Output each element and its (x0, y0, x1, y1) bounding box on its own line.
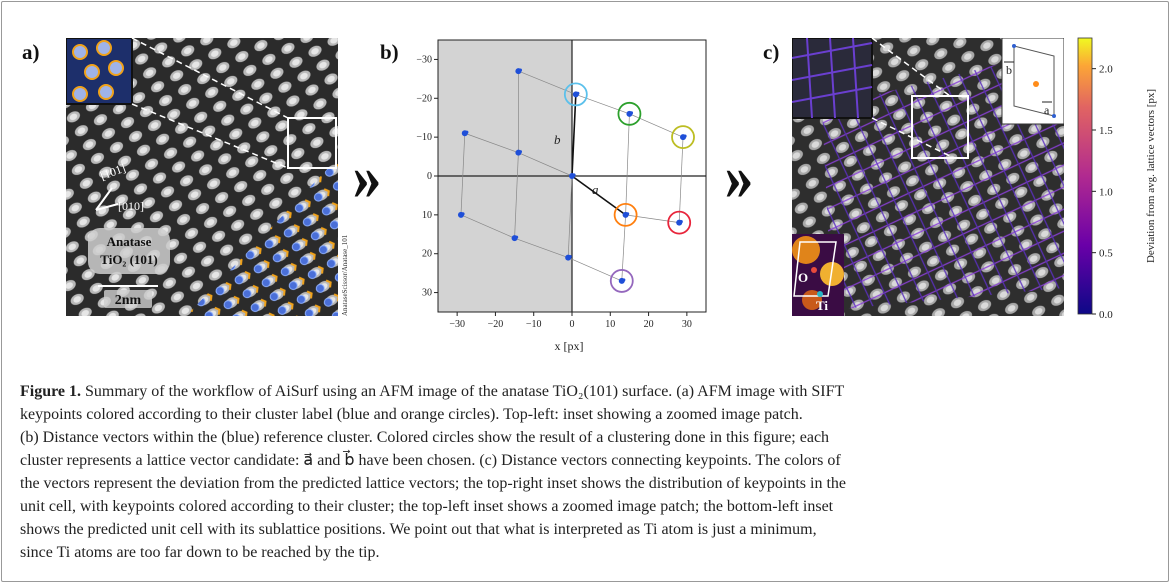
dir-label-010: [010] (118, 199, 144, 213)
data-point (576, 91, 580, 95)
x-tick-label: −20 (488, 319, 504, 330)
panel-a-afm-image: [101] [010] Anatase TiO₂ (101) 2nm (66, 38, 338, 316)
arrow-a-to-b: » (352, 138, 382, 214)
zoom-region-box (287, 117, 337, 169)
caption-line-6: unit cell, with keypoints colored accord… (20, 498, 834, 515)
data-point (514, 235, 519, 239)
lattice-link (629, 113, 684, 138)
y-tick-label: 30 (422, 288, 432, 299)
colorbar-tick-label: 0.5 (1099, 248, 1113, 260)
colorbar-tick-label: 1.0 (1099, 186, 1113, 198)
x-tick-label: −10 (526, 319, 542, 330)
vector-b-arrow (571, 94, 577, 177)
lattice-link (625, 214, 680, 223)
lattice-link (460, 214, 515, 239)
y-tick-label: −30 (416, 54, 432, 65)
cluster-circle (617, 101, 642, 126)
material-label-line1: Anatase (107, 234, 152, 249)
colorbar-tick-label: 1.5 (1099, 125, 1113, 137)
data-point (518, 150, 522, 154)
x-tick-label: 0 (570, 319, 575, 330)
cluster-circle (671, 125, 695, 150)
data-point (679, 220, 683, 224)
caption-line-3: (b) Distance vectors within the (blue) r… (20, 429, 830, 446)
cluster-circle (609, 269, 634, 293)
cluster-circle (667, 210, 692, 235)
data-point (461, 212, 465, 216)
data-point (465, 130, 469, 134)
material-label-box (88, 228, 170, 274)
data-point (568, 255, 572, 259)
zoom-inset-atoms (72, 40, 124, 102)
y-tick-label: −20 (416, 93, 432, 104)
data-point (626, 212, 630, 216)
y-tick-label: 10 (422, 210, 432, 221)
panel-c-letter: c) (763, 40, 780, 64)
caption-line-4: cluster represents a lattice vector cand… (20, 452, 841, 469)
y-tick-label: −10 (416, 132, 432, 143)
inset-b-label: b (1006, 63, 1012, 77)
colorbar-label: Deviation from avg. lattice vectors [px] (1145, 89, 1157, 263)
data-point (683, 134, 687, 138)
lattice-link (568, 257, 622, 282)
x-tick-label: 30 (682, 319, 692, 330)
caption-line-7: shows the predicted unit cell with its s… (20, 521, 817, 538)
panel-a-side-text: AnataseScissor/Anatase_101 (341, 234, 349, 316)
atom-Ti-label: Ti (816, 298, 828, 313)
vector-a-label: a⃗ (592, 182, 609, 197)
cluster-circle (563, 82, 588, 107)
lattice-link (518, 152, 573, 177)
colorbar-tick-label: 2.0 (1099, 64, 1113, 76)
lattice-link (460, 133, 466, 215)
scale-label: 2nm (115, 293, 142, 308)
lattice-link (514, 237, 569, 258)
caption-line-1: Figure 1. Summary of the workflow of AiS… (20, 383, 845, 400)
zoom-region-box (911, 95, 969, 159)
figure-caption: Figure 1. Summary of the workflow of AiS… (20, 380, 1150, 564)
arrow-b-to-c: » (724, 138, 754, 214)
data-point (572, 173, 576, 177)
x-tick-label: 20 (644, 319, 654, 330)
panel-b-scatter: x [px] a⃗ b⃗ −30 −20 −10 0 10 20 30 −30 −20 −10 0 1… (416, 39, 707, 353)
figure-label: Figure 1. (20, 383, 82, 400)
colorbar: 0.0 0.5 1.0 1.5 2.0 Deviation from avg. latt… (1077, 37, 1157, 318)
data-point (518, 68, 522, 72)
x-tick-label: 10 (605, 319, 615, 330)
caption-line-2: keypoints colored according to their clu… (20, 406, 803, 423)
y-tick-label: 0 (427, 171, 432, 182)
inset-a-label: a (1044, 103, 1050, 117)
svg-text:AnataseScissor/Anatase_101: AnataseScissor/Anatase_101 (341, 234, 349, 316)
lattice-link (464, 132, 519, 154)
dir-arrow-101 (95, 187, 113, 211)
lattice-link (575, 94, 630, 115)
data-point (622, 278, 626, 282)
colorbar-gradient (1077, 37, 1093, 315)
zoom-inset-vectors (792, 38, 873, 119)
colorbar-tick-label: 0.0 (1099, 309, 1113, 318)
panel-c-afm-image: b a O Ti (792, 38, 1064, 316)
y-tick-label: 20 (422, 249, 432, 260)
cluster-circle (613, 202, 638, 227)
lattice-link (678, 137, 684, 223)
lattice-link (514, 152, 519, 239)
data-point (629, 111, 634, 115)
atom-O-label: O (798, 270, 808, 285)
x-axis-label: x [px] (555, 339, 584, 353)
panel-a-letter: a) (22, 40, 40, 64)
panel-b-letter: b) (380, 40, 399, 64)
dir-arrow-010 (95, 203, 119, 211)
vector-b-label: b⃗ (554, 132, 571, 147)
lattice-link (567, 175, 573, 258)
x-tick-label: −30 (449, 319, 465, 330)
lattice-link (625, 113, 630, 215)
material-label-line2: TiO₂ (101) (100, 252, 157, 267)
caption-line-5: the vectors represent the deviation from… (20, 475, 847, 492)
caption-line-8: since Ti atoms are too far down to be re… (20, 544, 380, 561)
